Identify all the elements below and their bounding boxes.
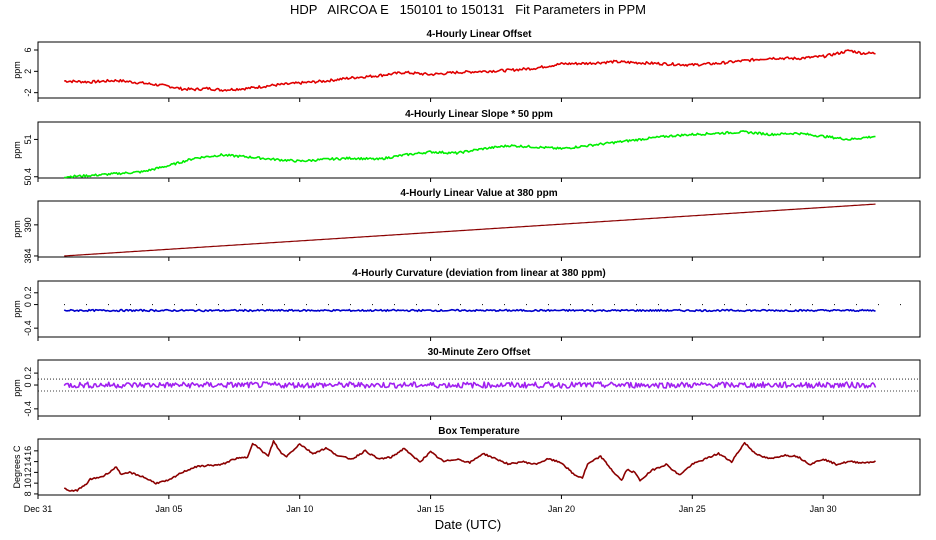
series-line (64, 130, 876, 179)
y-tick-label: 14 (23, 457, 33, 467)
y-axis-label: ppm (12, 141, 22, 159)
series-line (64, 49, 876, 92)
y-tick-label: -0.4 (23, 320, 33, 336)
x-tick-label: Jan 20 (548, 504, 575, 514)
plot-frame (37, 280, 921, 338)
series-line (63, 439, 876, 492)
panel-4: 4-Hourly Curvature (deviation from linea… (12, 268, 921, 341)
x-tick-label: Jan 05 (155, 504, 182, 514)
y-tick-label: 51 (23, 134, 33, 144)
y-axis-label: Degrees C (12, 445, 22, 489)
plot-frame (37, 438, 921, 496)
plot-frame (37, 41, 921, 99)
y-tick-label: 16 (23, 446, 33, 456)
plot-frame (37, 200, 921, 258)
x-tick-label: Jan 15 (417, 504, 444, 514)
y-tick-label: 2 (23, 69, 33, 74)
y-tick-label: 12 (23, 467, 33, 477)
chart-main-title: HDP AIRCOA E 150101 to 150131 Fit Parame… (290, 2, 646, 17)
x-tick-label: Dec 31 (24, 504, 53, 514)
y-axis-label: ppm (12, 61, 22, 79)
y-tick-label: -2 (23, 89, 33, 97)
series-line (64, 203, 876, 257)
y-tick-label: 0 (23, 302, 33, 307)
y-tick-label: 0 (23, 383, 33, 388)
x-tick-label: Jan 25 (679, 504, 706, 514)
y-tick-label: 10 (23, 478, 33, 488)
y-tick-label: 384 (23, 248, 33, 263)
y-tick-label: 6 (23, 47, 33, 52)
panel-1: 4-Hourly Linear Offset ppm -2 2 6 (12, 29, 921, 102)
y-tick-label: 390 (23, 217, 33, 232)
plot-frame (37, 121, 921, 179)
panel-title: 30-Minute Zero Offset (428, 347, 531, 358)
series-line (63, 308, 876, 313)
plot-frame (37, 359, 921, 417)
y-tick-label: -0.4 (23, 401, 33, 417)
y-tick-label: 0.2 (23, 367, 33, 380)
series-line (63, 381, 877, 389)
x-axis-label: Date (UTC) (434, 517, 502, 532)
x-tick-label: Jan 10 (286, 504, 313, 514)
panel-title: 4-Hourly Linear Offset (426, 29, 532, 40)
y-tick-label: 0.2 (23, 287, 33, 300)
panel-title: 4-Hourly Curvature (deviation from linea… (352, 268, 605, 279)
y-tick-label: 8 (23, 491, 33, 496)
panel-title: Box Temperature (438, 426, 520, 437)
y-axis-label: ppm (12, 379, 22, 397)
y-axis-label: ppm (12, 220, 22, 238)
x-tick-label: Jan 30 (810, 504, 837, 514)
panel-title: 4-Hourly Linear Value at 380 ppm (400, 188, 557, 199)
y-axis-label: ppm (12, 300, 22, 318)
panel-5: 30-Minute Zero Offset ppm-0.4 0 0.2 (12, 347, 921, 420)
panel-title: 4-Hourly Linear Slope * 50 ppm (405, 109, 553, 120)
y-tick-label: 50.4 (23, 168, 33, 186)
